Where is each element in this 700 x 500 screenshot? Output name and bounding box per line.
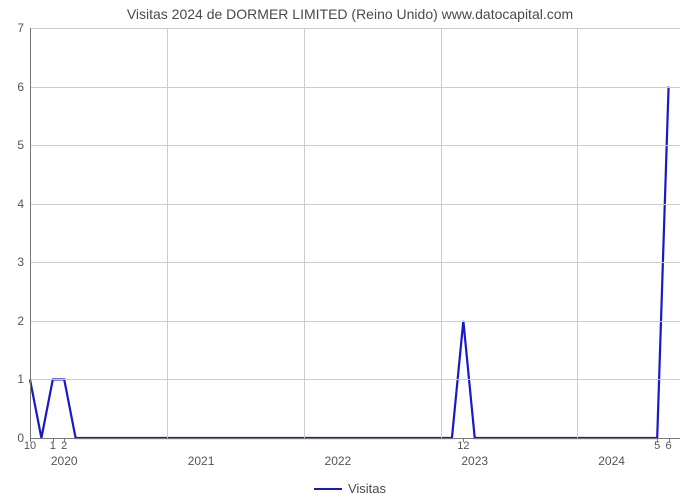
y-tick-label: 5 bbox=[17, 138, 24, 152]
plot-area: 012345671012125620202021202220232024 bbox=[30, 28, 680, 438]
y-axis-line bbox=[30, 28, 31, 438]
y-tick-label: 6 bbox=[17, 80, 24, 94]
y-tick-label: 7 bbox=[17, 21, 24, 35]
gridline-vertical bbox=[577, 28, 578, 438]
gridline-horizontal bbox=[30, 145, 680, 146]
x-tick-label-minor: 2 bbox=[61, 440, 67, 452]
x-tick-label-minor: 6 bbox=[666, 440, 672, 452]
x-tick-label-minor: 12 bbox=[457, 440, 469, 452]
x-tick-label-minor: 1 bbox=[50, 440, 56, 452]
gridline-vertical bbox=[304, 28, 305, 438]
gridline-horizontal bbox=[30, 262, 680, 263]
gridline-vertical bbox=[441, 28, 442, 438]
chart-container: Visitas 2024 de DORMER LIMITED (Reino Un… bbox=[0, 0, 700, 500]
y-tick-label: 4 bbox=[17, 197, 24, 211]
y-tick-label: 1 bbox=[17, 372, 24, 386]
x-tick-label-major: 2024 bbox=[598, 454, 625, 468]
gridline-horizontal bbox=[30, 87, 680, 88]
legend-label: Visitas bbox=[348, 481, 386, 496]
line-series bbox=[30, 28, 680, 438]
x-tick-label-major: 2022 bbox=[325, 454, 352, 468]
gridline-horizontal bbox=[30, 204, 680, 205]
chart-title: Visitas 2024 de DORMER LIMITED (Reino Un… bbox=[0, 6, 700, 22]
gridline-horizontal bbox=[30, 379, 680, 380]
legend-swatch bbox=[314, 488, 342, 490]
legend: Visitas bbox=[0, 480, 700, 496]
gridline-horizontal bbox=[30, 321, 680, 322]
y-tick-label: 3 bbox=[17, 255, 24, 269]
x-tick-label-minor: 5 bbox=[654, 440, 660, 452]
x-tick-label-major: 2020 bbox=[51, 454, 78, 468]
gridline-vertical bbox=[167, 28, 168, 438]
x-tick-label-minor: 10 bbox=[24, 440, 36, 452]
x-tick-label-major: 2023 bbox=[461, 454, 488, 468]
gridline-horizontal bbox=[30, 28, 680, 29]
x-axis-line bbox=[30, 438, 680, 439]
y-tick-label: 2 bbox=[17, 314, 24, 328]
x-tick-label-major: 2021 bbox=[188, 454, 215, 468]
